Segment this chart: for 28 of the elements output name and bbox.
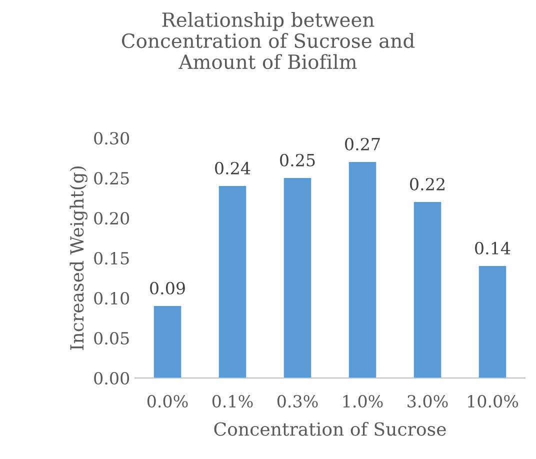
data-label: 0.22: [410, 178, 444, 190]
bar: [414, 202, 442, 378]
y-tick-label: 0.15: [94, 252, 129, 265]
bar: [348, 162, 376, 378]
y-axis-title: Increased Weight(g): [70, 166, 88, 350]
bar: [284, 178, 312, 378]
y-tick-label: 0.05: [94, 332, 129, 345]
bar: [478, 266, 506, 378]
data-label: 0.24: [215, 162, 250, 174]
x-tick-label: 1.0%: [343, 394, 383, 408]
x-tick-label: 0.1%: [212, 394, 253, 408]
x-tick-label: 3.0%: [408, 394, 448, 408]
chart-title: Relationship between Concentration of Sucrose and Amount of Biofilm: [122, 12, 415, 70]
x-axis-title: Concentration of Sucrose: [214, 422, 446, 436]
x-tick-label: 0.0%: [147, 394, 188, 408]
y-tick-label: 0.30: [94, 132, 130, 145]
y-tick-label: 0.25: [94, 172, 129, 185]
y-tick-label: 0.10: [94, 292, 130, 305]
y-tick-label: 0.00: [94, 372, 130, 385]
bar: [218, 186, 246, 378]
data-label: 0.14: [475, 242, 510, 254]
data-label: 0.27: [345, 138, 380, 150]
x-tick-label: 0.3%: [277, 394, 318, 408]
x-tick-label: 10.0%: [468, 394, 518, 408]
data-label: 0.09: [150, 282, 185, 294]
data-label: 0.25: [280, 154, 315, 166]
bar: [154, 306, 182, 378]
y-tick-label: 0.20: [94, 212, 130, 225]
